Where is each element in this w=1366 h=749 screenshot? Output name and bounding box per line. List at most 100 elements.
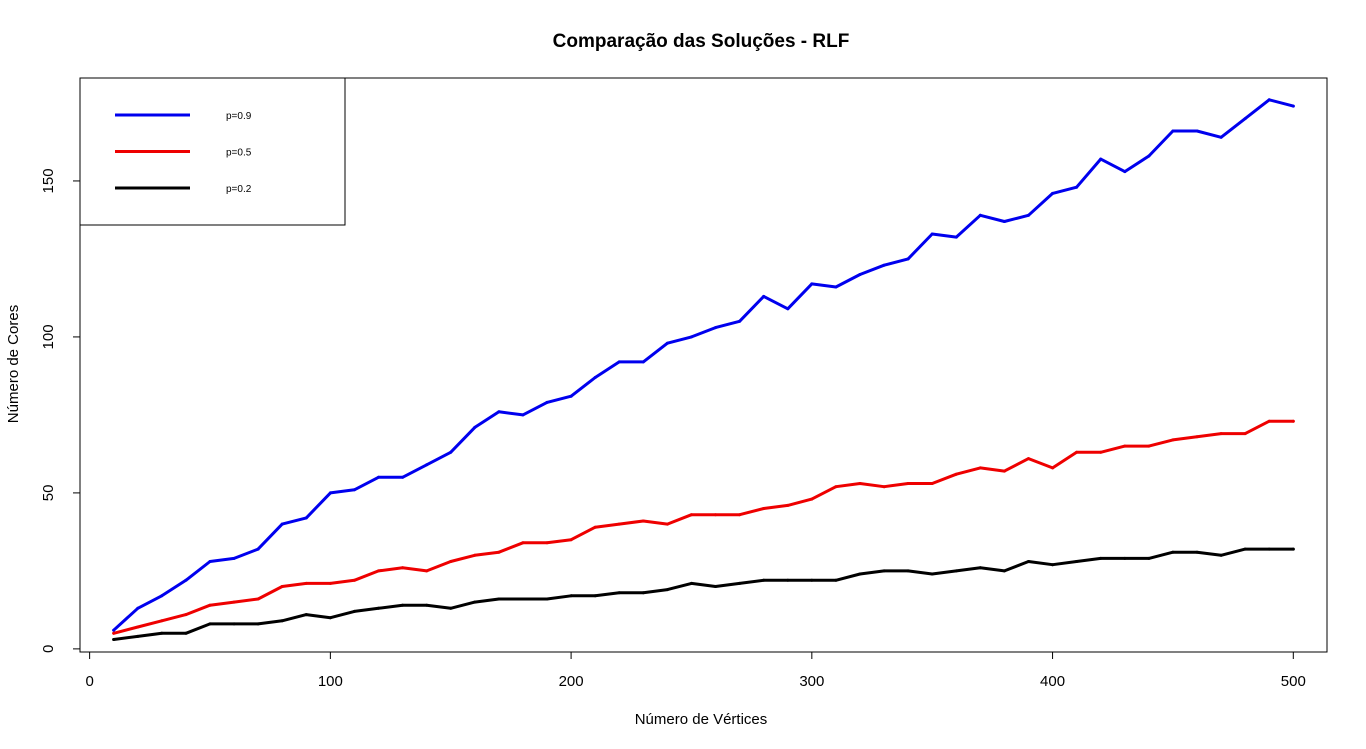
data-point bbox=[1099, 450, 1103, 454]
data-point bbox=[810, 578, 814, 582]
data-point bbox=[377, 569, 380, 573]
data-point bbox=[1051, 466, 1055, 470]
data-point bbox=[328, 616, 332, 620]
data-point bbox=[232, 556, 236, 560]
data-point bbox=[377, 606, 380, 610]
data-point bbox=[882, 485, 886, 489]
chart-title: Comparação das Soluções - RLF bbox=[553, 31, 850, 52]
data-point bbox=[834, 285, 838, 289]
data-point bbox=[930, 572, 934, 576]
data-point bbox=[1219, 135, 1223, 139]
data-point bbox=[665, 522, 669, 526]
data-point bbox=[1147, 444, 1151, 448]
data-point bbox=[1243, 547, 1247, 551]
data-point bbox=[256, 622, 260, 626]
data-point bbox=[665, 341, 669, 345]
data-point bbox=[738, 581, 742, 585]
data-point bbox=[304, 581, 308, 585]
data-point bbox=[858, 273, 862, 276]
y-tick-label: 150 bbox=[40, 168, 57, 193]
data-point bbox=[1123, 170, 1127, 174]
data-point bbox=[449, 560, 453, 563]
data-point bbox=[569, 594, 573, 598]
data-point bbox=[136, 606, 140, 610]
data-point bbox=[1171, 550, 1175, 554]
data-point bbox=[762, 578, 766, 582]
x-tick-label: 0 bbox=[85, 673, 93, 690]
data-point bbox=[1267, 98, 1271, 102]
data-point bbox=[1291, 104, 1295, 108]
data-point bbox=[352, 578, 356, 582]
data-point bbox=[1123, 556, 1127, 560]
series-p=0.2 bbox=[112, 547, 1295, 641]
data-point bbox=[112, 631, 116, 635]
data-point bbox=[280, 619, 284, 623]
data-point bbox=[810, 497, 814, 501]
data-point bbox=[401, 475, 405, 479]
data-point bbox=[304, 613, 308, 617]
data-point bbox=[569, 538, 573, 542]
data-point bbox=[569, 394, 573, 398]
data-point bbox=[593, 594, 597, 598]
data-point bbox=[593, 376, 597, 379]
data-point bbox=[256, 597, 260, 601]
data-point bbox=[401, 603, 405, 607]
data-point bbox=[328, 491, 332, 495]
data-point bbox=[1195, 129, 1199, 133]
series-p=0.9 bbox=[112, 98, 1295, 632]
data-point bbox=[280, 522, 284, 526]
data-point bbox=[1195, 435, 1199, 439]
data-point bbox=[1267, 547, 1271, 551]
data-point bbox=[762, 294, 766, 298]
data-point bbox=[1099, 157, 1103, 161]
data-point bbox=[232, 600, 236, 604]
data-point bbox=[160, 619, 164, 623]
x-tick-label: 400 bbox=[1040, 673, 1065, 690]
data-point bbox=[858, 572, 862, 576]
data-point bbox=[954, 472, 958, 476]
data-point bbox=[232, 622, 236, 626]
data-point bbox=[377, 475, 380, 479]
data-point bbox=[1243, 117, 1247, 121]
y-axis-label: Número de Cores bbox=[5, 305, 22, 423]
data-point bbox=[786, 307, 790, 311]
data-point bbox=[882, 263, 886, 267]
data-point bbox=[1027, 560, 1030, 563]
data-point bbox=[160, 631, 164, 635]
data-point bbox=[978, 466, 982, 470]
data-point bbox=[978, 213, 982, 217]
data-point bbox=[328, 581, 332, 585]
data-point bbox=[858, 482, 862, 485]
data-point bbox=[545, 400, 549, 404]
data-point bbox=[184, 578, 188, 582]
data-point bbox=[1051, 191, 1055, 195]
data-point bbox=[786, 578, 790, 582]
data-point bbox=[1147, 556, 1151, 560]
data-point bbox=[136, 634, 140, 638]
data-point bbox=[497, 410, 501, 414]
data-point bbox=[690, 513, 693, 517]
data-point bbox=[545, 541, 549, 545]
x-tick-label: 300 bbox=[799, 673, 824, 690]
data-point bbox=[930, 232, 934, 236]
legend-label: p=0.5 bbox=[226, 148, 252, 159]
data-point bbox=[1195, 550, 1199, 554]
data-point bbox=[906, 482, 910, 485]
data-point bbox=[208, 603, 212, 607]
data-point bbox=[473, 600, 477, 604]
data-point bbox=[545, 597, 549, 601]
data-point bbox=[256, 547, 260, 551]
y-axis: 0 50 100 150 bbox=[40, 168, 81, 653]
legend: p=0.9 p=0.5 p=0.2 bbox=[79, 77, 346, 226]
data-point bbox=[954, 569, 958, 573]
data-point bbox=[1171, 438, 1175, 442]
y-tick-label: 100 bbox=[40, 324, 57, 349]
data-point bbox=[930, 482, 934, 485]
data-point bbox=[208, 622, 212, 626]
data-point bbox=[1027, 213, 1030, 217]
data-point bbox=[641, 360, 645, 364]
data-point bbox=[521, 413, 525, 417]
data-point bbox=[641, 591, 645, 595]
data-point bbox=[112, 628, 116, 632]
legend-item: p=0.2 bbox=[115, 184, 252, 195]
